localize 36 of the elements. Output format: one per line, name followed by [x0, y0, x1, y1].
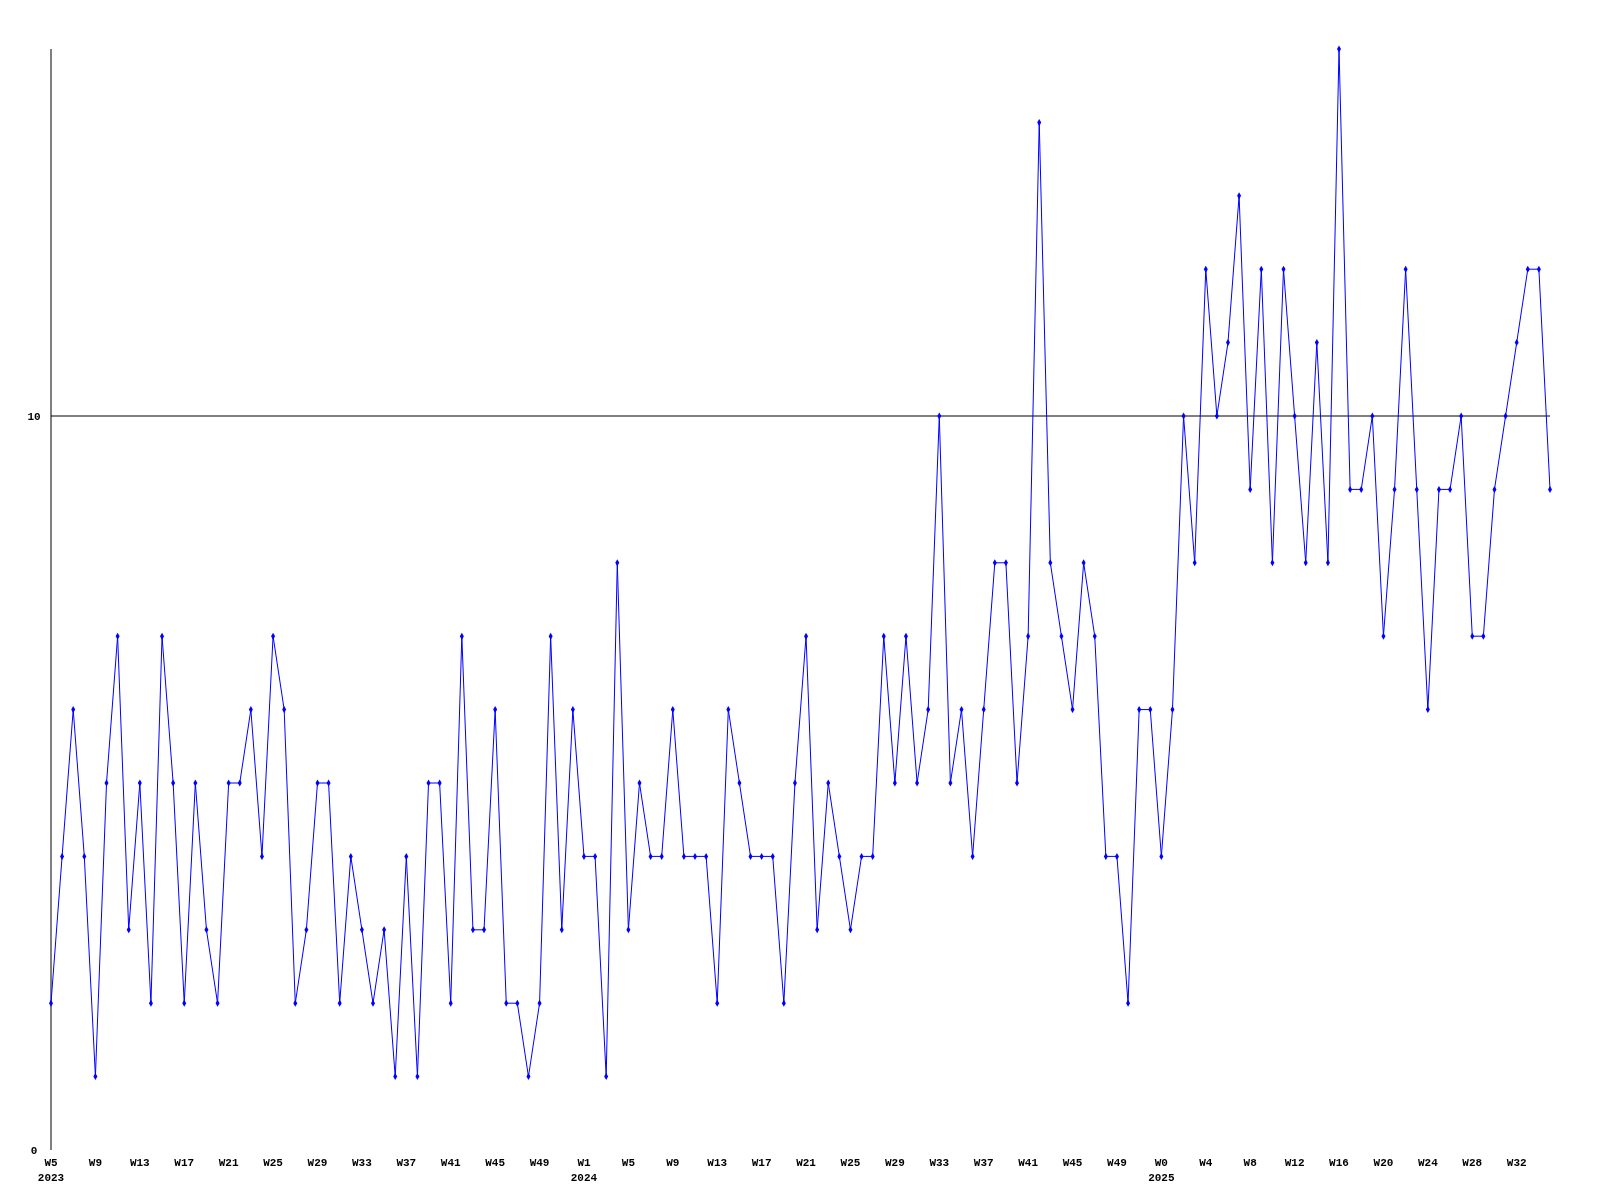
x-tick-label: W25	[840, 1157, 861, 1169]
x-tick-label: W32	[1506, 1157, 1527, 1169]
x-tick-label: W45	[1062, 1157, 1083, 1169]
x-tick-label: W1 2024	[570, 1157, 598, 1184]
x-tick-label: W41	[1018, 1157, 1039, 1169]
x-tick-label: W45	[485, 1157, 506, 1169]
x-tick-label: W16	[1329, 1157, 1349, 1169]
x-tick-label: W12	[1284, 1157, 1305, 1169]
x-tick-label: W28	[1462, 1157, 1483, 1169]
x-tick-label: W41	[440, 1157, 462, 1169]
x-tick-label: W37	[396, 1157, 417, 1169]
x-tick-label: W33	[929, 1157, 950, 1169]
x-tick-label: W5 2023	[37, 1157, 65, 1184]
x-tick-label: W9	[88, 1157, 103, 1169]
x-tick-label: W8	[1243, 1157, 1258, 1169]
x-tick-label: W5	[621, 1157, 636, 1169]
x-tick-label: W29	[307, 1157, 328, 1169]
x-tick-label: W24	[1417, 1157, 1439, 1169]
x-tick-label: W37	[973, 1157, 994, 1169]
x-tick-label: W13	[707, 1157, 728, 1169]
x-tick-label: W21	[796, 1157, 817, 1169]
x-tick-label: W33	[352, 1157, 373, 1169]
x-tick-label: W13	[129, 1157, 151, 1169]
x-tick-label: W49	[1107, 1157, 1127, 1169]
x-tick-label: W49	[529, 1157, 550, 1169]
x-tick-label: W17	[174, 1157, 195, 1169]
x-tick-label: W9	[666, 1157, 680, 1169]
x-tick-label: W29	[884, 1157, 905, 1169]
x-tick-label: W20	[1373, 1157, 1394, 1169]
x-tick-label: W4	[1199, 1157, 1213, 1169]
x-tick-label: W17	[751, 1157, 772, 1169]
x-tick-label: W21	[218, 1157, 239, 1169]
x-tick-label: W0 2025	[1148, 1157, 1175, 1184]
x-tick-label: W25	[263, 1157, 284, 1169]
y-tick-label: 0	[30, 1144, 38, 1157]
y-tick-label: 10	[27, 410, 41, 423]
